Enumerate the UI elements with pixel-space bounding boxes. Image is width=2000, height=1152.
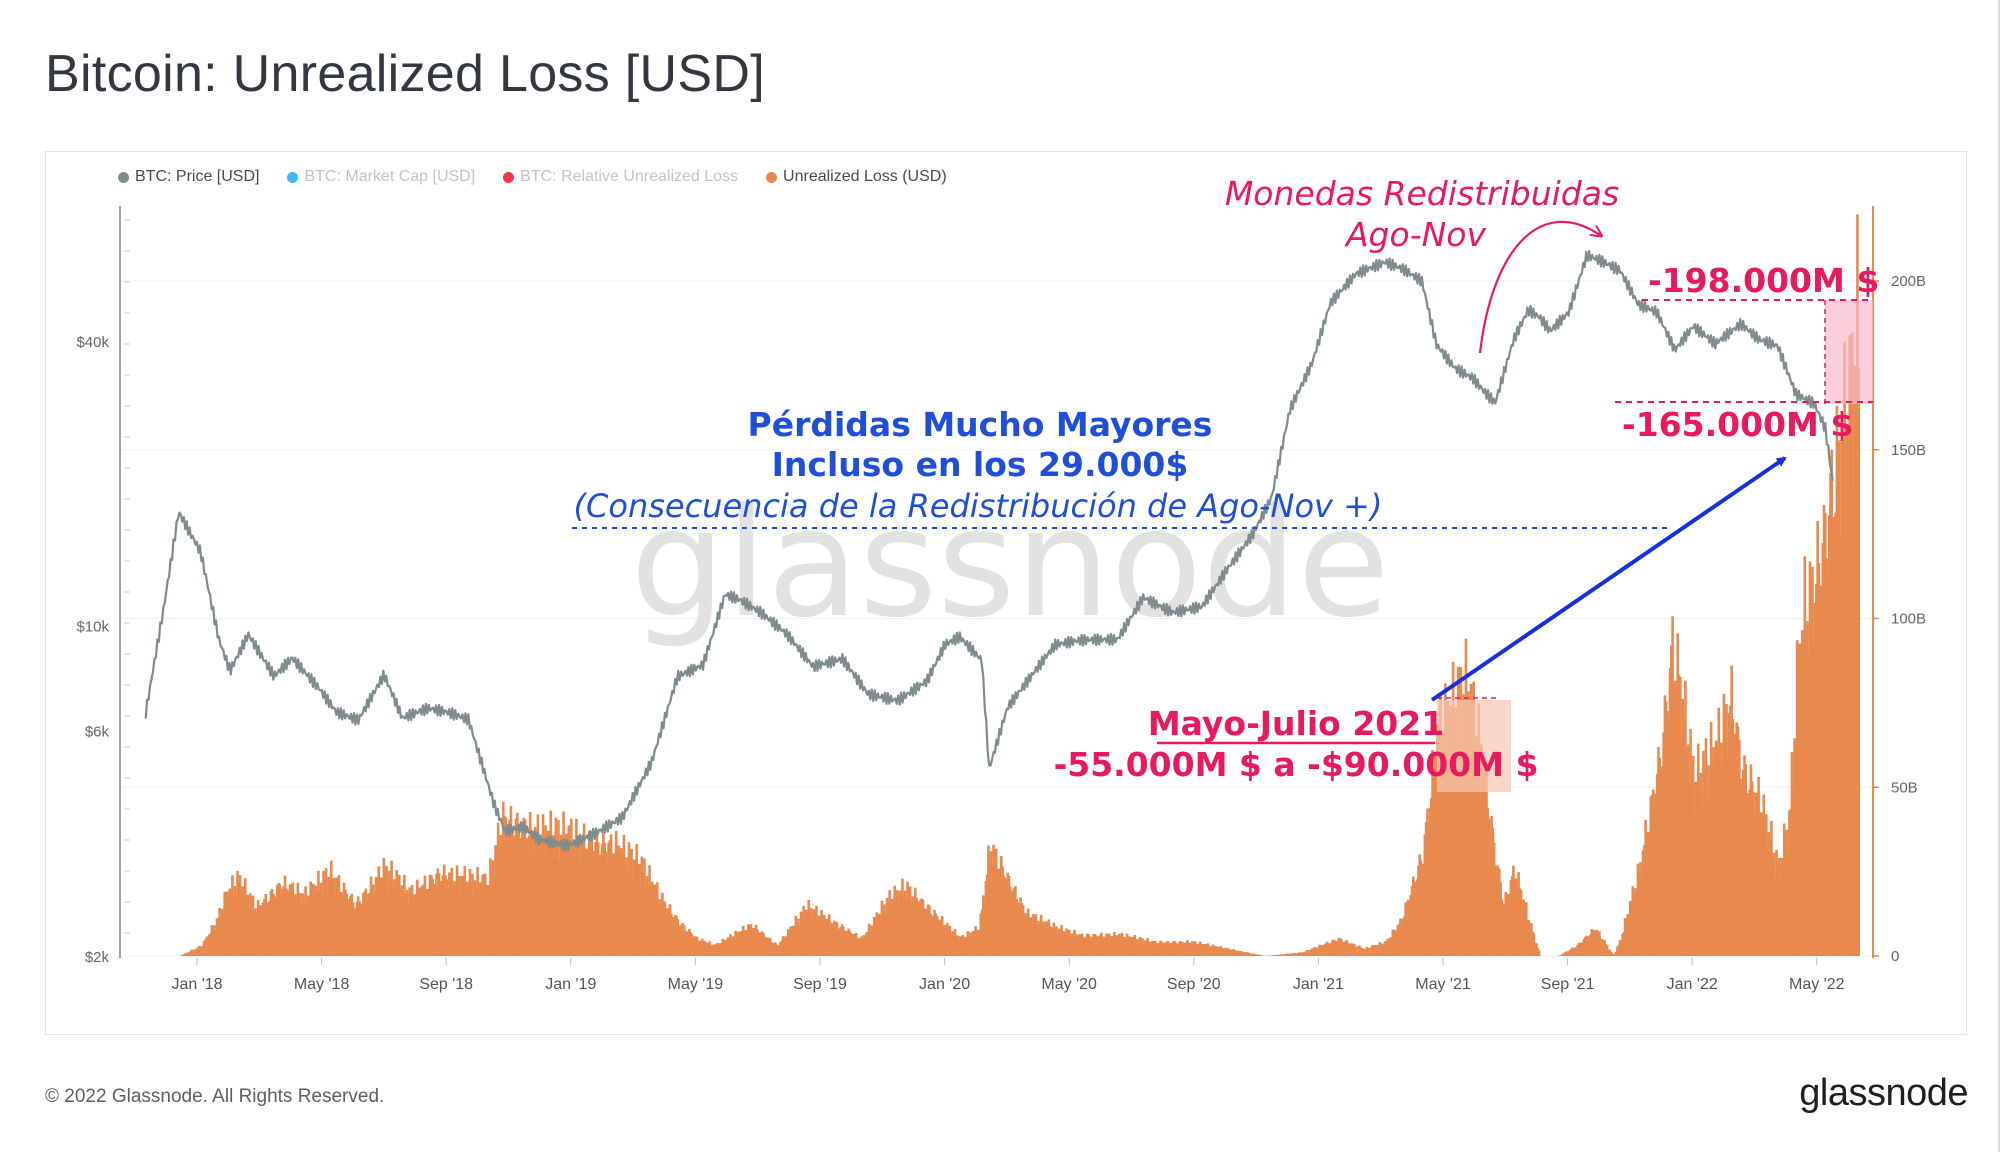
annotation-incluso: Incluso en los 29.000$ — [772, 445, 1189, 484]
annotation-198: -198.000M $ — [1648, 261, 1879, 300]
y-left-tick-label: $40k — [76, 334, 109, 351]
annotation-rango: -55.000M $ a -$90.000M $ — [1054, 745, 1539, 784]
y-right-tick-label: 200B — [1891, 273, 1926, 290]
frame-edge — [1998, 0, 2000, 1152]
annotation-consecuencia: (Consecuencia de la Redistribución de Ag… — [574, 487, 1383, 525]
loss-bar — [1610, 953, 1614, 956]
loss-bar — [1857, 368, 1861, 957]
x-tick-label: May '21 — [1415, 976, 1471, 993]
footer-copyright: © 2022 Glassnode. All Rights Reserved. — [45, 1086, 385, 1107]
x-tick-label: May '22 — [1789, 976, 1845, 993]
annotation-mayo-julio: Mayo-Julio 2021 — [1148, 704, 1444, 743]
y-left-tick-label: $10k — [76, 619, 109, 636]
unrealized-loss-area — [179, 214, 1861, 957]
page-title: Bitcoin: Unrealized Loss [USD] — [45, 45, 765, 103]
x-tick-label: May '18 — [294, 976, 350, 993]
x-tick-label: Sep '20 — [1167, 976, 1221, 993]
x-tick-label: Jan '20 — [919, 976, 970, 993]
x-tick-label: Sep '21 — [1541, 976, 1595, 993]
redistribution-curve-arrow — [1478, 220, 1600, 354]
left-axis-ticks: $40k $10k $6k $2k — [76, 219, 130, 966]
highlight-box-2022 — [1825, 300, 1873, 404]
y-right-tick-label: 100B — [1891, 611, 1926, 628]
y-right-tick-label: 150B — [1891, 442, 1926, 459]
legend-label: BTC: Price [USD] — [135, 168, 260, 185]
footer-logo: glassnode — [1799, 1072, 1968, 1114]
x-tick-label: Sep '19 — [793, 976, 847, 993]
loss-bar — [1539, 955, 1542, 956]
legend-item-unrealized-loss[interactable]: Unrealized Loss (USD) — [766, 168, 947, 186]
annotation-perdidas: Pérdidas Mucho Mayores — [748, 405, 1213, 444]
x-tick-label: Sep '18 — [419, 976, 473, 993]
legend-item-relative-loss[interactable]: BTC: Relative Unrealized Loss — [503, 168, 738, 186]
highlight-box-2021 — [1437, 700, 1511, 792]
y-left-tick-label: $6k — [85, 723, 110, 740]
price-series-line — [144, 250, 1834, 852]
legend-label: BTC: Relative Unrealized Loss — [520, 168, 739, 185]
x-tick-label: Jan '22 — [1667, 976, 1718, 993]
annotation-165: -165.000M $ — [1622, 405, 1853, 444]
x-tick-label: May '20 — [1041, 976, 1097, 993]
x-tick-label: May '19 — [668, 976, 724, 993]
legend-dot-icon — [503, 171, 515, 183]
legend-dot-icon — [766, 171, 778, 183]
legend-item-price[interactable]: BTC: Price [USD] — [118, 168, 259, 186]
legend-label: BTC: Market Cap [USD] — [304, 168, 476, 185]
legend-dot-icon — [287, 171, 299, 183]
y-right-tick-label: 0 — [1891, 948, 1899, 965]
watermark: glassnode — [630, 477, 1389, 651]
x-axis-ticks: Jan '18 May '18 Sep '18 Jan '19 May '19 Sep '… — [171, 958, 1845, 993]
legend-dot-icon — [118, 171, 129, 183]
x-tick-label: Jan '18 — [171, 976, 222, 993]
x-tick-label: Jan '19 — [545, 976, 596, 993]
price-line — [144, 250, 1834, 852]
annotation-monedas: Monedas Redistribuidas — [1225, 174, 1619, 213]
legend-item-market-cap[interactable]: BTC: Market Cap [USD] — [287, 168, 475, 186]
chart-container — [45, 151, 1967, 1035]
legend-label: Unrealized Loss (USD) — [783, 168, 947, 185]
right-axis-ticks: 200B 150B 100B 50B 0 — [1873, 273, 1926, 965]
chart-legend: BTC: Price [USD] BTC: Market Cap [USD] B… — [118, 168, 947, 186]
y-left-tick-label: $2k — [85, 949, 110, 966]
x-tick-label: Jan '21 — [1293, 976, 1344, 993]
y-right-tick-label: 50B — [1891, 779, 1918, 796]
loss-bar — [1537, 950, 1541, 956]
blue-arrow — [1430, 456, 1787, 702]
annotation-ago-nov: Ago-Nov — [1344, 215, 1486, 254]
